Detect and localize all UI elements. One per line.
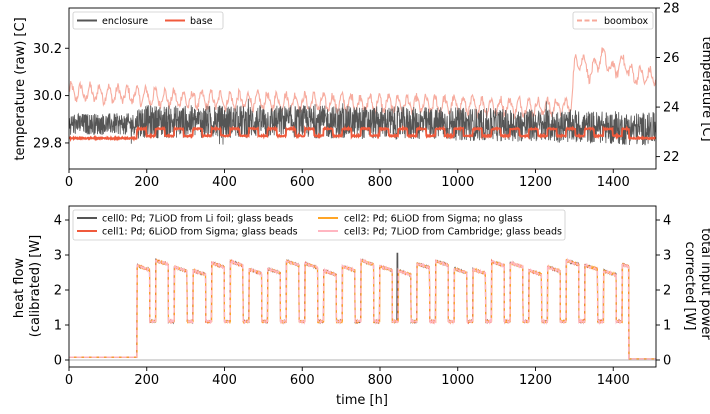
bottom-right-y-tick-label: 1 <box>663 319 671 334</box>
top-x-tick-label: 400 <box>212 175 237 190</box>
top-right-y-tick-label: 22 <box>663 150 680 165</box>
legend-label-cell1: cell1: Pd; 6LiOD from Sigma; glass beads <box>102 227 298 238</box>
bottom-right-y-tick-label: 2 <box>663 284 671 299</box>
boombox-series-line <box>69 47 656 120</box>
legend-label-enclosure: enclosure <box>102 16 148 27</box>
bottom-x-tick-label: 400 <box>212 373 237 388</box>
top-right-y-tick-label: 26 <box>663 51 680 66</box>
legend-label-cell2: cell2: Pd; 6LiOD from Sigma; no glass <box>344 214 523 225</box>
top-panel: 0 200 400 600 800 1000 1200 1400 29.8 30.0 30.2 2… <box>13 2 710 191</box>
bottom-x-ticks: 0 200 400 600 800 1000 1200 1400 <box>65 367 630 388</box>
bottom-right-y-axis-label-line2: corrected [W] <box>682 242 697 331</box>
bottom-x-tick-label: 1000 <box>441 373 474 388</box>
top-right-y-axis-label: temperature [C] <box>699 36 710 141</box>
bottom-x-tick-label: 1200 <box>519 373 552 388</box>
bottom-x-axis-label: time [h] <box>336 393 388 408</box>
bottom-x-tick-label: 800 <box>368 373 393 388</box>
bottom-series-layer <box>69 252 656 361</box>
bottom-y-axis-label-line1: heat flow <box>12 258 27 319</box>
bottom-y-axis-label-line2: (calibrated) [W] <box>28 235 43 338</box>
bottom-x-tick-label: 0 <box>65 373 73 388</box>
bottom-y-tick-label: 3 <box>54 249 62 264</box>
bottom-y-tick-label: 0 <box>54 354 62 369</box>
top-x-tick-label: 1000 <box>441 175 474 190</box>
bottom-plot-frame <box>68 205 657 368</box>
top-x-tick-label: 0 <box>65 175 73 190</box>
top-x-tick-label: 1400 <box>597 175 630 190</box>
bottom-y-tick-label: 1 <box>54 319 62 334</box>
legend-label-boombox: boombox <box>604 16 648 27</box>
bottom-y-tick-label: 4 <box>54 214 62 229</box>
legend-label-cell3: cell3: Pd; 7LiOD from Cambridge; glass b… <box>344 227 562 238</box>
bottom-right-y-axis-label-line1: total input power <box>698 228 710 340</box>
bottom-x-tick-label: 200 <box>134 373 159 388</box>
cell1-series-line <box>69 258 656 360</box>
cell3-series-line <box>69 257 656 360</box>
bottom-y-ticks: 0 1 2 3 4 <box>54 214 69 369</box>
top-x-tick-label: 1200 <box>519 175 552 190</box>
top-series-layer <box>69 47 656 146</box>
top-y-axis-label: temperature (raw) [C] <box>13 17 28 160</box>
cell0-series-line <box>69 252 656 360</box>
bottom-right-y-tick-label: 3 <box>663 249 671 264</box>
bottom-y-tick-label: 2 <box>54 284 62 299</box>
bottom-right-y-tick-label: 0 <box>663 354 671 369</box>
top-plot-frame <box>68 7 657 170</box>
enclosure-series-line <box>69 98 656 146</box>
top-y-ticks: 29.8 30.0 30.2 <box>33 42 69 151</box>
bottom-y-axis-label: heat flow (calibrated) [W] <box>12 235 43 338</box>
bottom-right-y-axis-label: total input power corrected [W] <box>682 228 710 344</box>
bottom-right-y-tick-label: 4 <box>663 214 671 229</box>
bottom-panel: 0 200 400 600 800 1000 1200 1400 0 1 2 3 4 0 1 2 3 4 ti… <box>12 205 710 408</box>
top-y-tick-label: 30.0 <box>33 89 62 104</box>
top-x-ticks: 0 200 400 600 800 1000 1200 1400 <box>65 169 630 190</box>
bottom-right-y-ticks: 0 1 2 3 4 <box>656 214 671 369</box>
top-legend-left: enclosure base <box>72 11 224 30</box>
top-right-y-tick-label: 24 <box>663 101 680 116</box>
legend-label-cell0: cell0: Pd; 7LiOD from Li foil; glass bea… <box>102 214 293 225</box>
base-series-line <box>69 124 656 142</box>
top-right-y-ticks: 22 24 26 28 <box>656 2 680 165</box>
top-right-y-tick-label: 28 <box>663 2 680 17</box>
top-y-tick-label: 29.8 <box>33 136 62 151</box>
bottom-legend: cell0: Pd; 7LiOD from Li foil; glass bea… <box>72 209 566 241</box>
top-x-tick-label: 800 <box>368 175 393 190</box>
top-x-tick-label: 600 <box>290 175 315 190</box>
top-y-tick-label: 30.2 <box>33 42 62 57</box>
legend-label-base: base <box>190 16 213 27</box>
bottom-x-tick-label: 1400 <box>597 373 630 388</box>
top-x-tick-label: 200 <box>134 175 159 190</box>
cell2-series-line <box>69 258 656 360</box>
top-legend-right: boombox <box>572 11 654 30</box>
bottom-x-tick-label: 600 <box>290 373 315 388</box>
